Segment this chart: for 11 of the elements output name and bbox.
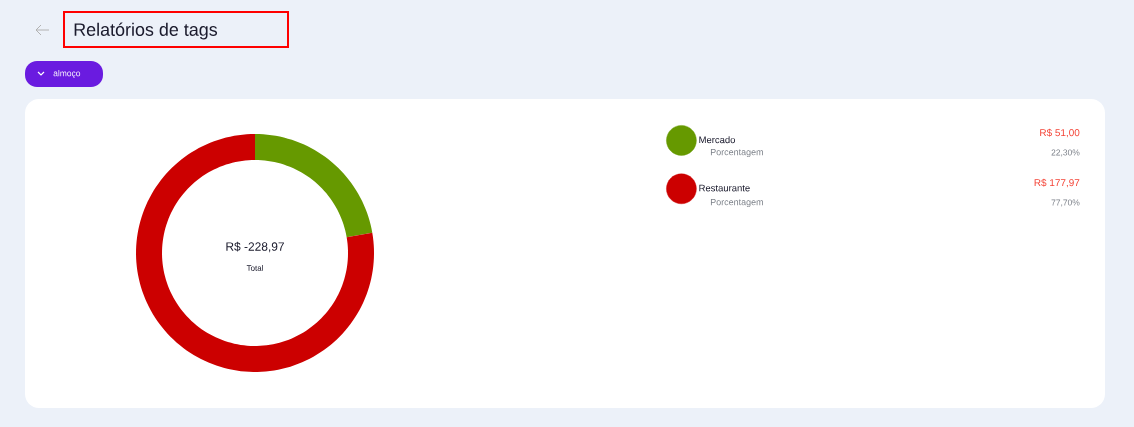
text: Porcentagem <box>710 198 763 208</box>
text: almoço <box>53 70 81 78</box>
data-label: R$ 51,00 <box>1040 128 1080 138</box>
text: Porcentagem <box>710 148 763 158</box>
text: R$ -228,97 <box>226 241 284 253</box>
text: 77,70% <box>1051 199 1080 207</box>
data-label: R$ 177,97 <box>1034 178 1080 188</box>
legend-label: Mercado <box>699 136 736 144</box>
text: 22,30% <box>1051 149 1080 157</box>
legend-label: Restaurante <box>699 184 750 192</box>
chart-title: Relatórios de tags <box>74 22 218 40</box>
